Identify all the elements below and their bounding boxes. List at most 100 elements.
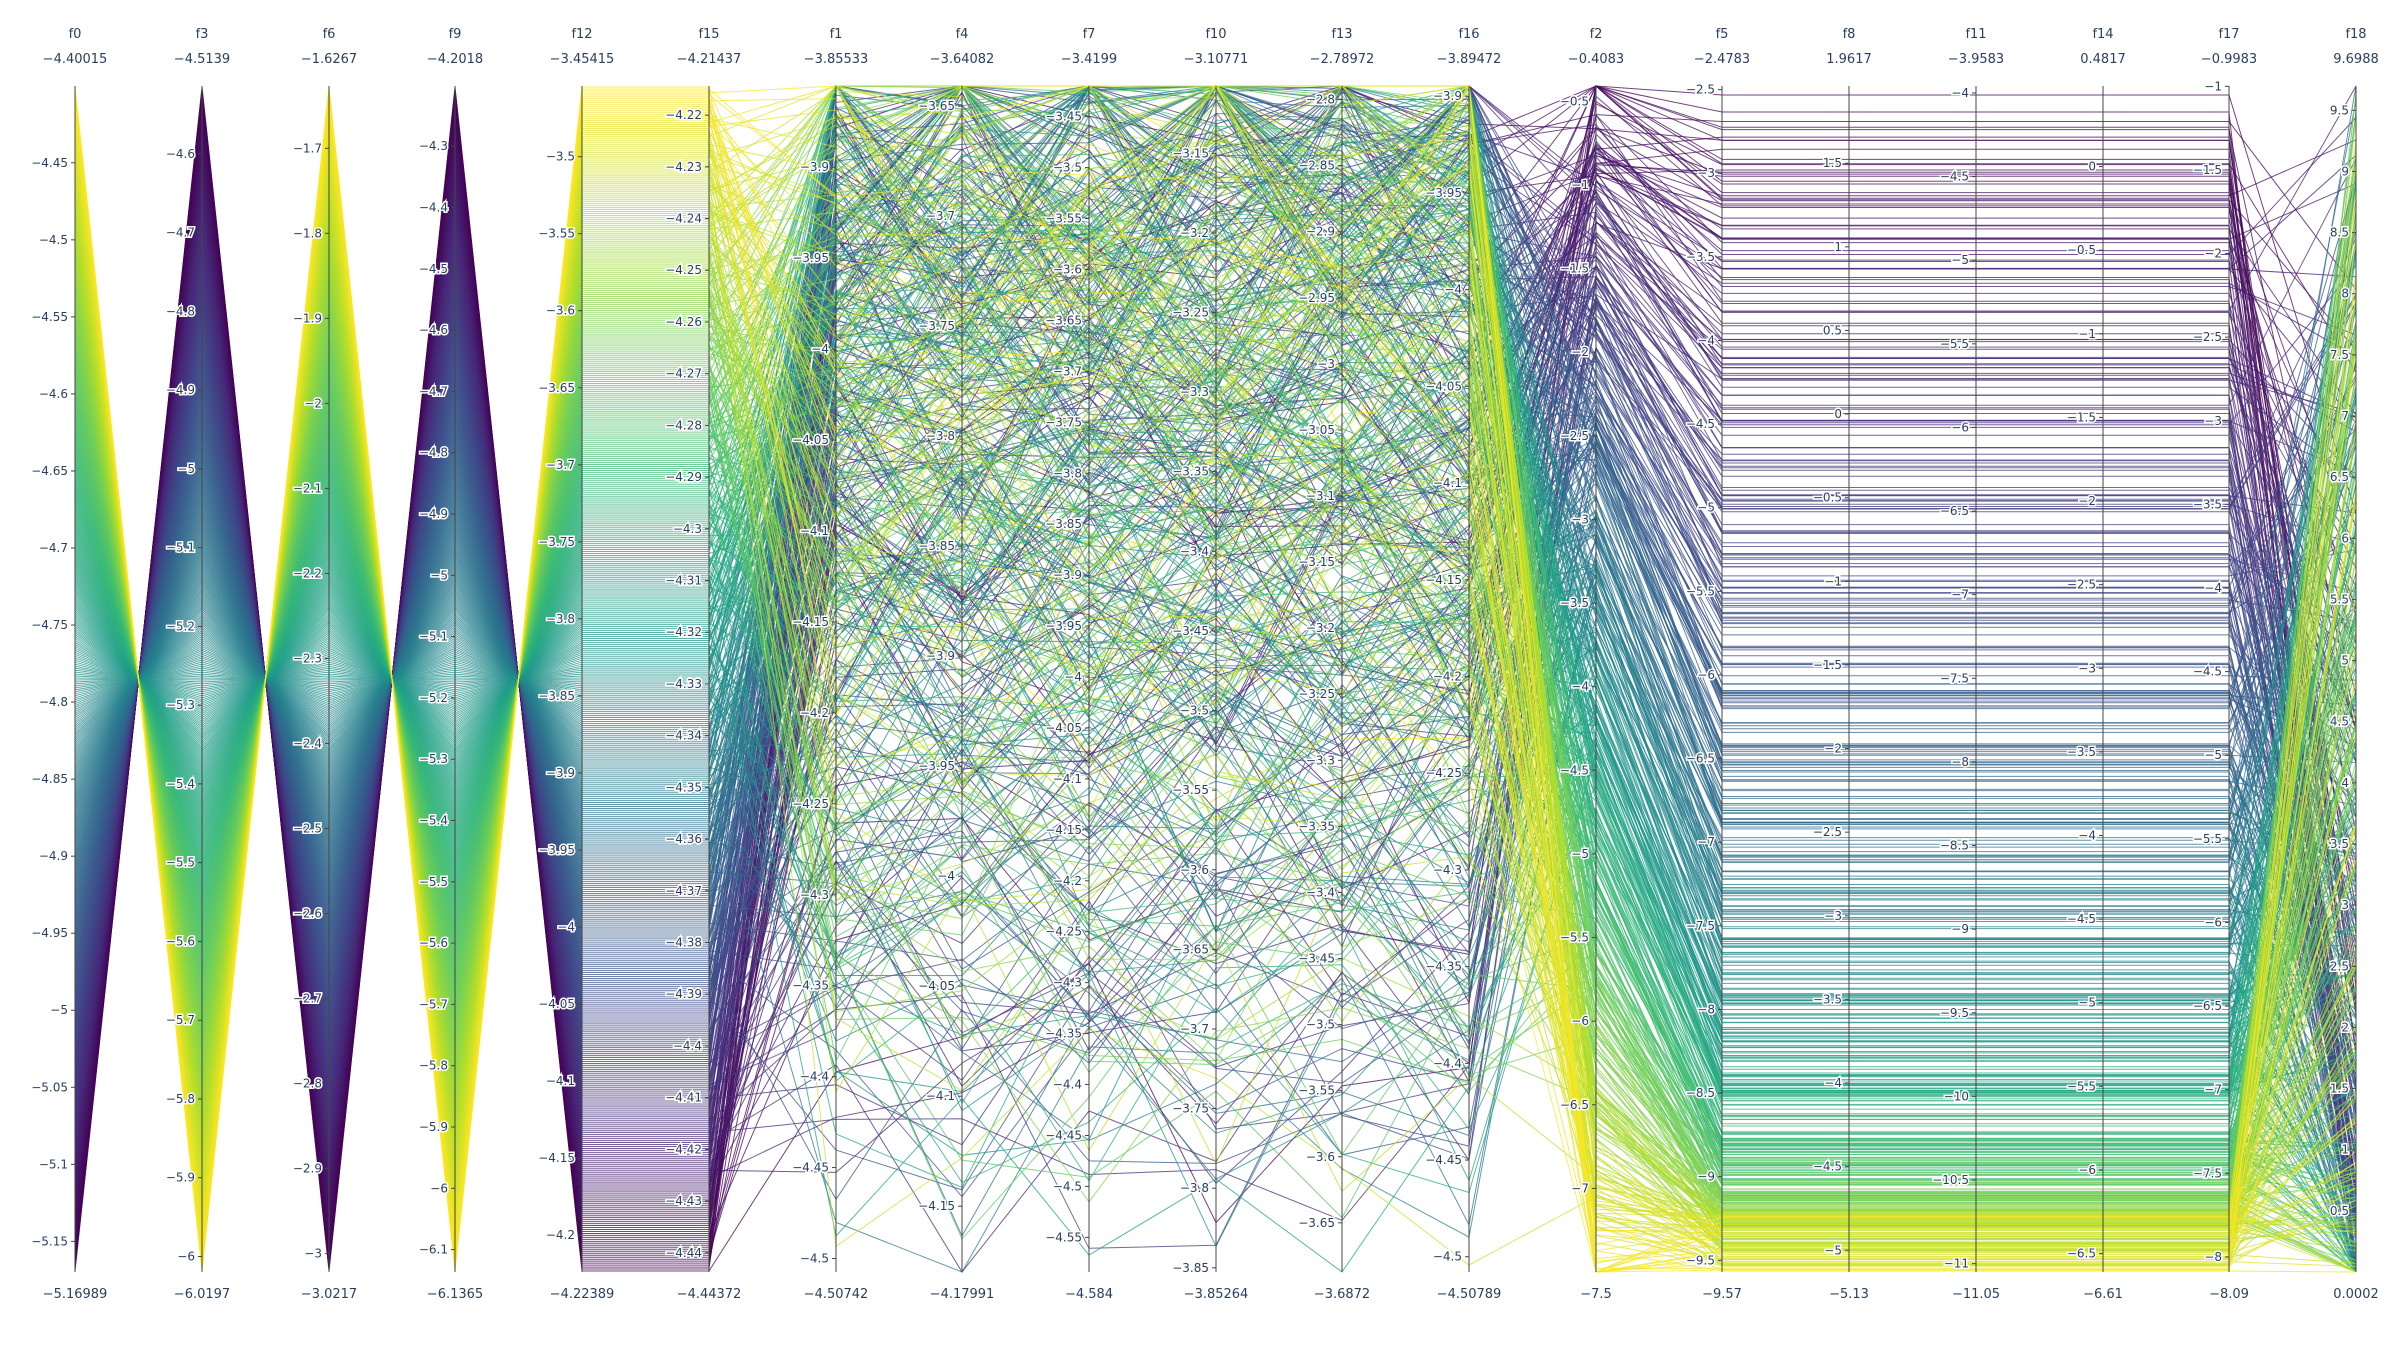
axis-tick-label: −3.55: [1298, 1084, 1335, 1098]
axis-tick-label: −3.55: [1045, 212, 1082, 226]
axis-f11[interactable]: f11 −3.9583 −11.05 −4 −4.5 −5 −5.5 −6 −6.5 −7 −7.5…: [1931, 27, 2004, 1302]
axis-tick-label: −2: [2204, 247, 2222, 261]
axis-tick-label: −4.5: [1560, 763, 1589, 777]
axis-f17[interactable]: f17 −0.9983 −8.09 −1 −1.5 −2 −2.5 −3 −3.5 −4 −4.5 −…: [2191, 27, 2257, 1302]
axis-tick-label: 9: [2341, 164, 2349, 178]
axis-tick-label: −4.05: [1045, 721, 1082, 735]
axis-f5[interactable]: f5 −2.4783 −9.57 −2.5 −3 −3.5 −4 −4.5 −5 −5.5 −6 −6…: [1684, 27, 1750, 1302]
axis-f13[interactable]: f13 −2.78972 −3.6872 −2.8 −2.85 −2.9 −2.95 −3 −3…: [1297, 27, 1375, 1302]
axis-tick-label: −2.3: [293, 651, 322, 665]
axis-top-range-label: −4.21437: [677, 52, 742, 67]
axis-tick-label: −4.2: [1433, 669, 1462, 683]
axis-f15[interactable]: f15 −4.21437 −4.44372 −4.22 −4.23 −4.24 −4.25 −…: [664, 27, 742, 1302]
axis-title: f0: [69, 27, 82, 42]
axis-f3[interactable]: f3 −4.5139 −6.0197 −4.6 −4.7 −4.8 −4.9 −5 −5.1 −5…: [164, 27, 230, 1302]
axis-tick-label: −3.85: [1172, 1261, 1209, 1275]
axis-f18[interactable]: f18 9.6988 0.0002 9.5 9 8.5 8 7.5 7 6.5 6 5.5 5 4.5 4 3…: [2328, 27, 2379, 1302]
axis-title: f8: [1843, 27, 1856, 42]
axis-tick-label: −6: [2204, 915, 2222, 929]
axis-tick-label: −4.05: [792, 433, 829, 447]
axis-tick-label: −5: [2078, 996, 2096, 1010]
axis-tick-label: −3.8: [926, 429, 955, 443]
axis-top-range-label: −4.5139: [174, 52, 230, 67]
axis-tick-label: −3: [2204, 414, 2222, 428]
axis-f8[interactable]: f8 1.9617 −5.13 1.5 1 0.5 0 −0.5 −1 −1.5 −2 −2.5 −3 −…: [1811, 27, 1872, 1302]
axis-tick-label: −4.35: [792, 979, 829, 993]
axis-title: f10: [1205, 27, 1226, 42]
axis-f7[interactable]: f7 −3.4199 −4.584 −3.45 −3.5 −3.55 −3.6 −3.65 −3…: [1044, 27, 1117, 1302]
axis-tick-label: −3.45: [1045, 110, 1082, 124]
axis-tick-label: −1: [2204, 79, 2222, 93]
axis-bottom-range-label: −4.50789: [1437, 1287, 1502, 1302]
axis-f10[interactable]: f10 −3.10771 −3.85264 −3.15 −3.2 −3.25 −3.3 −3.…: [1171, 27, 1249, 1302]
axis-tick-label: −3: [2078, 661, 2096, 675]
axis-tick-label: −4: [1571, 680, 1589, 694]
axis-f1[interactable]: f1 −3.85533 −4.50742 −3.9 −3.95 −4 −4.05 −4.1 −4…: [791, 27, 869, 1302]
axis-tick-label: 1: [1834, 240, 1842, 254]
axis-tick-label: −3.6: [1180, 863, 1209, 877]
axis-tick-label: −3.85: [918, 539, 955, 553]
axis-tick-label: −4.4: [673, 1039, 702, 1053]
axis-tick-label: −9: [1697, 1170, 1715, 1184]
axis-tick-label: −2.7: [293, 991, 322, 1005]
axis-f6[interactable]: f6 −1.6267 −3.0217 −1.7 −1.8 −1.9 −2 −2.1 −2.2 −2…: [291, 27, 357, 1302]
axis-tick-label: −4.45: [31, 156, 68, 170]
axis-tick-label: −4.3: [800, 888, 829, 902]
axis-tick-label: −4.44: [665, 1246, 702, 1260]
axis-f0[interactable]: f0 −4.40015 −5.16989 −4.45 −4.5 −4.55 −4.6 −4.6…: [30, 27, 108, 1302]
axis-tick-label: −4.37: [665, 884, 702, 898]
axis-tick-label: −3.2: [1180, 226, 1209, 240]
axis-tick-label: −4.25: [1425, 766, 1462, 780]
axis-tick-label: −1.5: [2193, 163, 2222, 177]
axis-tick-label: −8.5: [1686, 1086, 1715, 1100]
axis-top-range-label: −3.89472: [1437, 52, 1502, 67]
axis-tick-label: −5: [1951, 253, 1969, 267]
axis-tick-label: 0: [2088, 160, 2096, 174]
axis-tick-label: −3.6: [546, 304, 575, 318]
axis-tick-label: −4.6: [39, 387, 68, 401]
axis-bottom-range-label: −9.57: [1702, 1287, 1742, 1302]
axis-tick-label: −4.1: [1053, 772, 1082, 786]
axis-tick-label: −6.5: [2193, 999, 2222, 1013]
axis-tick-label: −6.5: [1686, 752, 1715, 766]
axis-title: f18: [2345, 27, 2366, 42]
axis-tick-label: −6.5: [1940, 504, 1969, 518]
axis-tick-label: −4.5: [1813, 1160, 1842, 1174]
axis-tick-label: −9.5: [1940, 1006, 1969, 1020]
axis-f2[interactable]: f2 −0.4083 −7.5 −0.5 −1 −1.5 −2 −2.5 −3 −3.5 −4 −4.…: [1558, 27, 1624, 1302]
axis-f9[interactable]: f9 −4.2018 −6.1365 −4.3 −4.4 −4.5 −4.6 −4.7 −4.8…: [417, 27, 483, 1302]
axis-tick-label: −4.6: [166, 147, 195, 161]
axis-tick-label: −3.75: [1172, 1102, 1209, 1116]
axis-tick-label: 7: [2341, 409, 2349, 423]
axis-tick-label: −6.5: [2067, 1247, 2096, 1261]
axis-tick-label: 9.5: [2330, 103, 2349, 117]
axis-f14[interactable]: f14 0.4817 −6.61 0 −0.5 −1 −1.5 −2 −2.5 −3 −3.5 −4 −…: [2065, 27, 2126, 1302]
axis-f12[interactable]: f12 −3.45415 −4.22389 −3.5 −3.55 −3.6 −3.65 −3.…: [537, 27, 615, 1302]
axis-tick-label: −5.1: [39, 1157, 68, 1171]
axis-tick-label: −3: [1571, 512, 1589, 526]
axis-title: f9: [449, 27, 462, 42]
axis-top-range-label: 9.6988: [2333, 52, 2379, 67]
axis-f16[interactable]: f16 −3.89472 −4.50789 −3.9 −3.95 −4 −4.05 −4.1 −…: [1424, 27, 1502, 1302]
axis-tick-label: −1.5: [1813, 658, 1842, 672]
axis-tick-label: −2: [1824, 742, 1842, 756]
axis-tick-label: −5: [177, 462, 195, 476]
axis-tick-label: −4.6: [419, 323, 448, 337]
axis-tick-label: −3.65: [918, 99, 955, 113]
axis-bottom-range-label: −4.44372: [677, 1287, 742, 1302]
axis-bottom-range-label: −4.22389: [550, 1287, 615, 1302]
axis-tick-label: −4.26: [665, 315, 702, 329]
axis-tick-label: −4.85: [31, 772, 68, 786]
axis-tick-label: −4: [1444, 283, 1462, 297]
axis-title: f15: [698, 27, 719, 42]
axis-tick-label: −4.9: [39, 849, 68, 863]
axis-tick-label: −4.31: [665, 574, 702, 588]
axis-tick-label: −4.8: [39, 695, 68, 709]
axis-tick-label: −6: [1697, 668, 1715, 682]
axis-tick-label: −3.1: [1306, 489, 1335, 503]
axis-tick-label: −1.8: [293, 226, 322, 240]
axis-tick-label: −3.5: [1053, 161, 1082, 175]
axis-f4[interactable]: f4 −3.64082 −4.17991 −3.65 −3.7 −3.75 −3.8 −3.8…: [917, 27, 995, 1302]
axis-tick-label: −2.6: [293, 906, 322, 920]
axis-tick-label: −3.6: [1306, 1150, 1335, 1164]
